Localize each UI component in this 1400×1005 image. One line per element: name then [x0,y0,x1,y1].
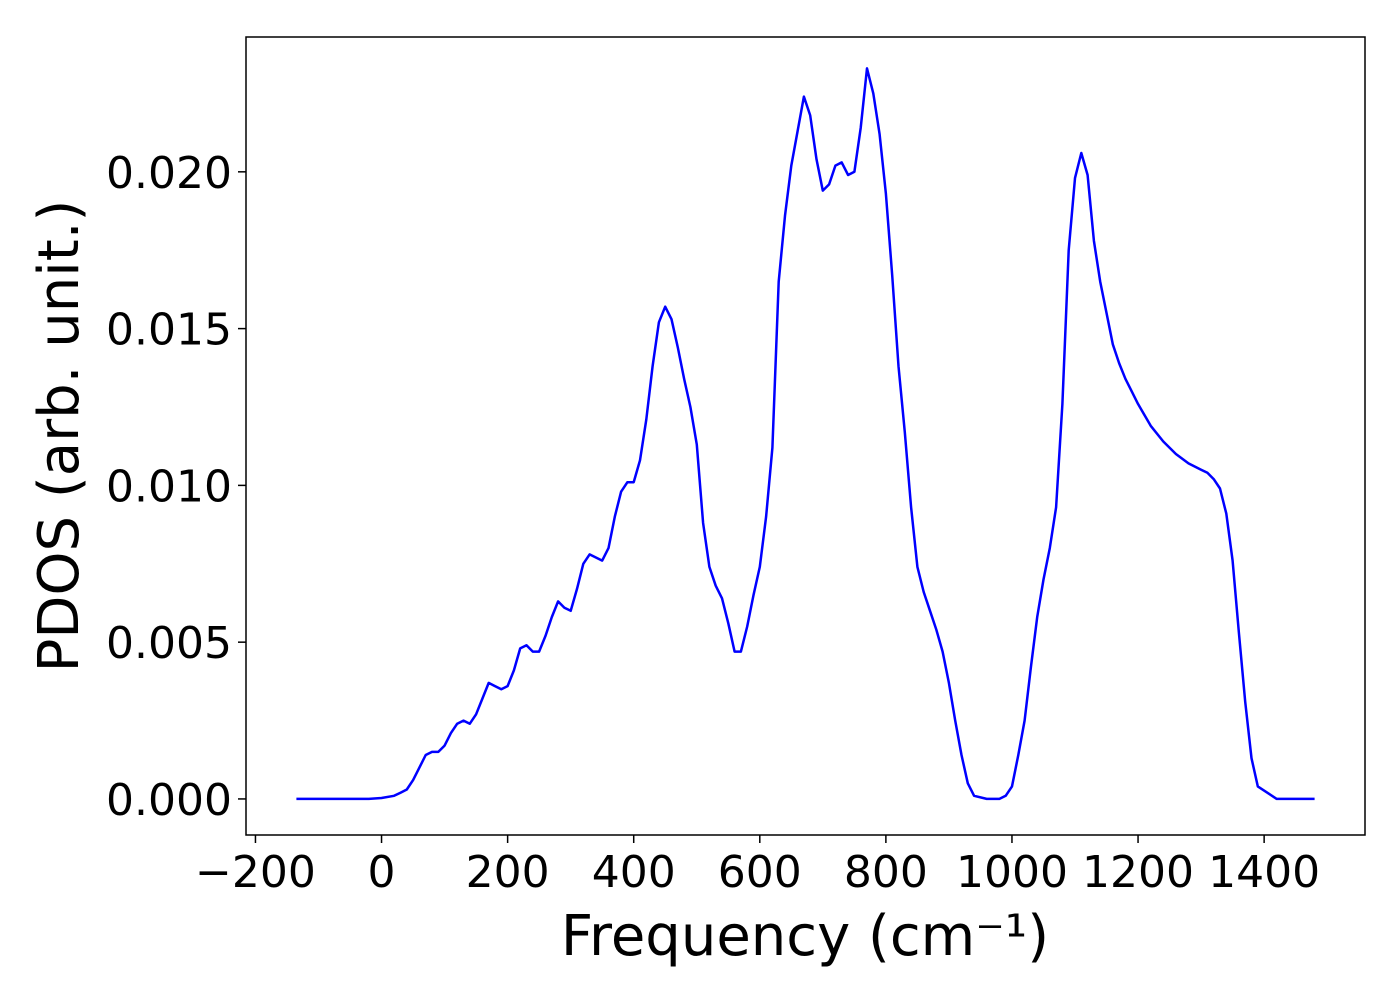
x-tick-label: 1400 [1208,847,1320,898]
x-axis-label: Frequency (cm⁻¹) [561,904,1049,969]
series-line [296,67,1315,801]
y-axis-label: PDOS (arb. unit.) [27,200,92,673]
y-tick-label: 0.005 [106,618,232,669]
x-tick-label: −200 [195,847,316,898]
plot-area-frame [245,36,1366,836]
x-tick-label: 1200 [1082,847,1194,898]
y-tick-label: 0.015 [106,305,232,356]
y-tick-label: 0.020 [106,148,232,199]
x-tick-label: 1000 [956,847,1068,898]
x-tick-label: 400 [592,847,676,898]
y-axis-ticks: 0.000 0.005 0.010 0.015 0.020 [106,148,246,826]
x-tick-label: 200 [466,847,550,898]
x-tick-label: 0 [368,847,396,898]
x-tick-label: 800 [844,847,928,898]
x-tick-label: 600 [718,847,802,898]
y-tick-label: 0.010 [106,461,232,512]
x-axis-ticks: −200 0 200 400 600 800 1000 1200 1400 [195,835,1320,898]
y-tick-label: 0.000 [106,775,232,826]
series-group [296,67,1315,801]
